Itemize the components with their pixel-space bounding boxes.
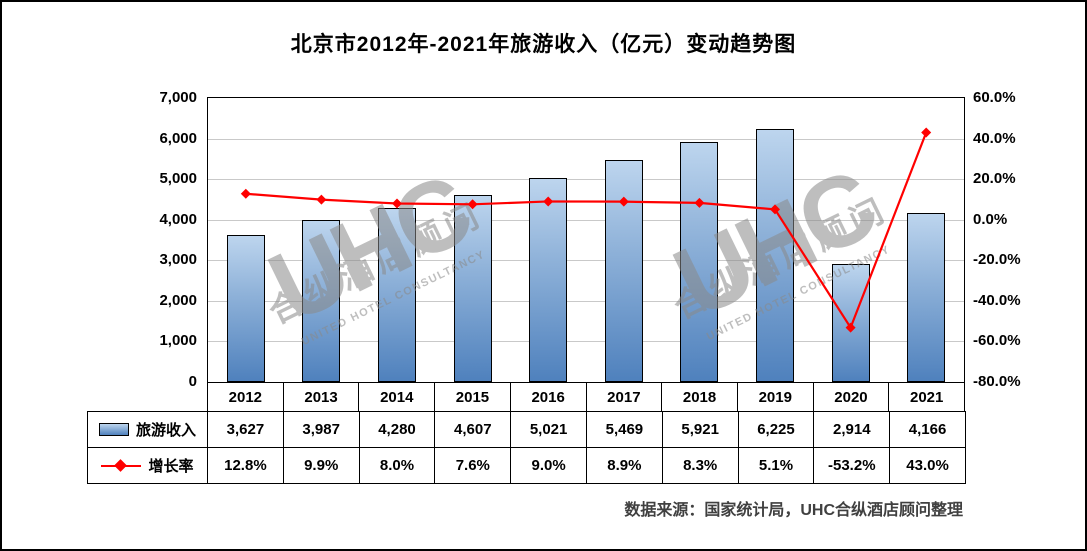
diamond-marker: [618, 196, 629, 207]
legend-label: 旅游收入: [135, 422, 196, 439]
y-axis-left-tick: 5,000: [159, 170, 197, 188]
y-axis-right-tick: -20.0%: [973, 251, 1021, 269]
x-axis-category-row: 2012 2013 2014 2015 2016 2017 2018 2019 2020 2021: [207, 383, 966, 411]
gridline: [208, 300, 964, 302]
bar-2018: [680, 141, 719, 382]
plot-area: UHC 合纵酒店顾问 UNITED HOTEL CONSULTANCY UHC …: [207, 97, 965, 383]
legend-line-icon: [101, 459, 142, 472]
gridline: [208, 138, 964, 140]
y-axis-right-tick: 20.0%: [973, 170, 1016, 188]
diamond-marker: [316, 194, 327, 205]
bar-2015: [453, 195, 492, 382]
bar-2021: [907, 212, 946, 382]
diamond-marker: [240, 188, 251, 199]
x-axis-label-2016: 2016: [511, 383, 587, 411]
table-cell: 3,987: [283, 412, 360, 448]
y-axis-right-tick: -40.0%: [973, 291, 1021, 309]
y-axis-right-tick: 40.0%: [973, 129, 1016, 147]
gridline: [208, 260, 964, 262]
x-axis-label-2014: 2014: [359, 383, 436, 411]
table-cell: 5,469: [586, 412, 663, 448]
x-axis-label-2017: 2017: [587, 383, 663, 411]
table-cell: 12.8%: [208, 448, 284, 484]
table-cell: 43.0%: [890, 448, 966, 484]
y-axis-left-tick: 6,000: [159, 129, 197, 147]
data-table: 旅游收入 3,627 3,987 4,280 4,607 5,021 5,469 5,921…: [87, 411, 966, 484]
legend-label: 增长率: [148, 458, 194, 475]
table-cell: 9.0%: [511, 448, 587, 484]
table-row-cells: 12.8% 9.9% 8.0% 7.6% 9.0% 8.9% 8.3% 5.1% -53.2% 4…: [208, 448, 966, 484]
bar-2013: [302, 220, 341, 382]
bar-2019: [756, 129, 794, 382]
table-cell: 3,627: [208, 412, 284, 448]
table-cell: 8.3%: [662, 448, 739, 484]
table-cell: 8.9%: [586, 448, 663, 484]
table-cell: 4,166: [890, 412, 966, 448]
table-cell: 4,280: [359, 412, 436, 448]
y-axis-left-tick: 1,000: [159, 332, 197, 350]
x-axis-label-2018: 2018: [662, 383, 738, 411]
table-cell: 5,921: [662, 412, 739, 448]
legend-bar-icon: [98, 423, 129, 436]
chart-title: 北京市2012年-2021年旅游收入（亿元）变动趋势图: [290, 33, 797, 56]
table-row-label: 增长率: [88, 448, 208, 484]
diamond-marker: [392, 198, 402, 209]
x-axis-label-2020: 2020: [814, 383, 890, 411]
gridline: [208, 219, 964, 221]
table-cell: 7.6%: [435, 448, 512, 484]
table-cell: 5.1%: [738, 448, 815, 484]
y-axis-left-tick: 4,000: [159, 210, 197, 228]
y-axis-left-tick: 0: [188, 373, 197, 390]
table-cell: 6,225: [738, 412, 815, 448]
bar-2016: [529, 178, 568, 382]
x-axis-label-2021: 2021: [889, 383, 966, 411]
y-axis-right-tick: 60.0%: [973, 89, 1016, 106]
diamond-marker: [845, 322, 856, 333]
table-cell: -53.2%: [814, 448, 891, 484]
source-note: 数据来源：国家统计局，UHC合纵酒店顾问整理: [624, 502, 963, 519]
diamond-marker-icon: [114, 459, 128, 472]
diamond-marker: [694, 197, 705, 208]
table-cell: 4,607: [435, 412, 512, 448]
y-axis-right-tick: 0.0%: [973, 210, 1008, 228]
y-axis-left-tick: 3,000: [159, 251, 197, 269]
table-cell: 8.0%: [359, 448, 436, 484]
diamond-marker: [467, 199, 478, 210]
y-axis-left-tick: 7,000: [159, 89, 197, 106]
table-row: 增长率 12.8% 9.9% 8.0% 7.6% 9.0% 8.9% 8.3% 5.1% -53…: [88, 448, 966, 484]
table-cell: 9.9%: [283, 448, 360, 484]
table-cell: 2,914: [814, 412, 891, 448]
table-row-label: 旅游收入: [88, 412, 208, 448]
diamond-marker: [921, 127, 932, 138]
x-axis-label-2012: 2012: [208, 383, 284, 411]
diamond-marker: [543, 196, 554, 207]
bar-2014: [378, 208, 416, 382]
gridline: [208, 341, 964, 343]
x-axis-label-2015: 2015: [435, 383, 511, 411]
y-axis-left-tick: 2,000: [159, 291, 197, 309]
x-axis-label-2013: 2013: [284, 383, 360, 411]
y-axis-right-tick: -80.0%: [973, 373, 1021, 390]
y-axis-right-tick: -60.0%: [973, 332, 1021, 350]
growth-rate-line: [240, 127, 932, 333]
table-row-cells: 3,627 3,987 4,280 4,607 5,021 5,469 5,921 6,225…: [208, 412, 966, 448]
gridline: [208, 179, 964, 181]
diamond-marker: [770, 204, 780, 215]
table-row: 旅游收入 3,627 3,987 4,280 4,607 5,021 5,469 5,921…: [88, 412, 966, 448]
table-cell: 5,021: [511, 412, 587, 448]
x-axis-label-2019: 2019: [738, 383, 814, 411]
bar-2012: [226, 234, 265, 382]
